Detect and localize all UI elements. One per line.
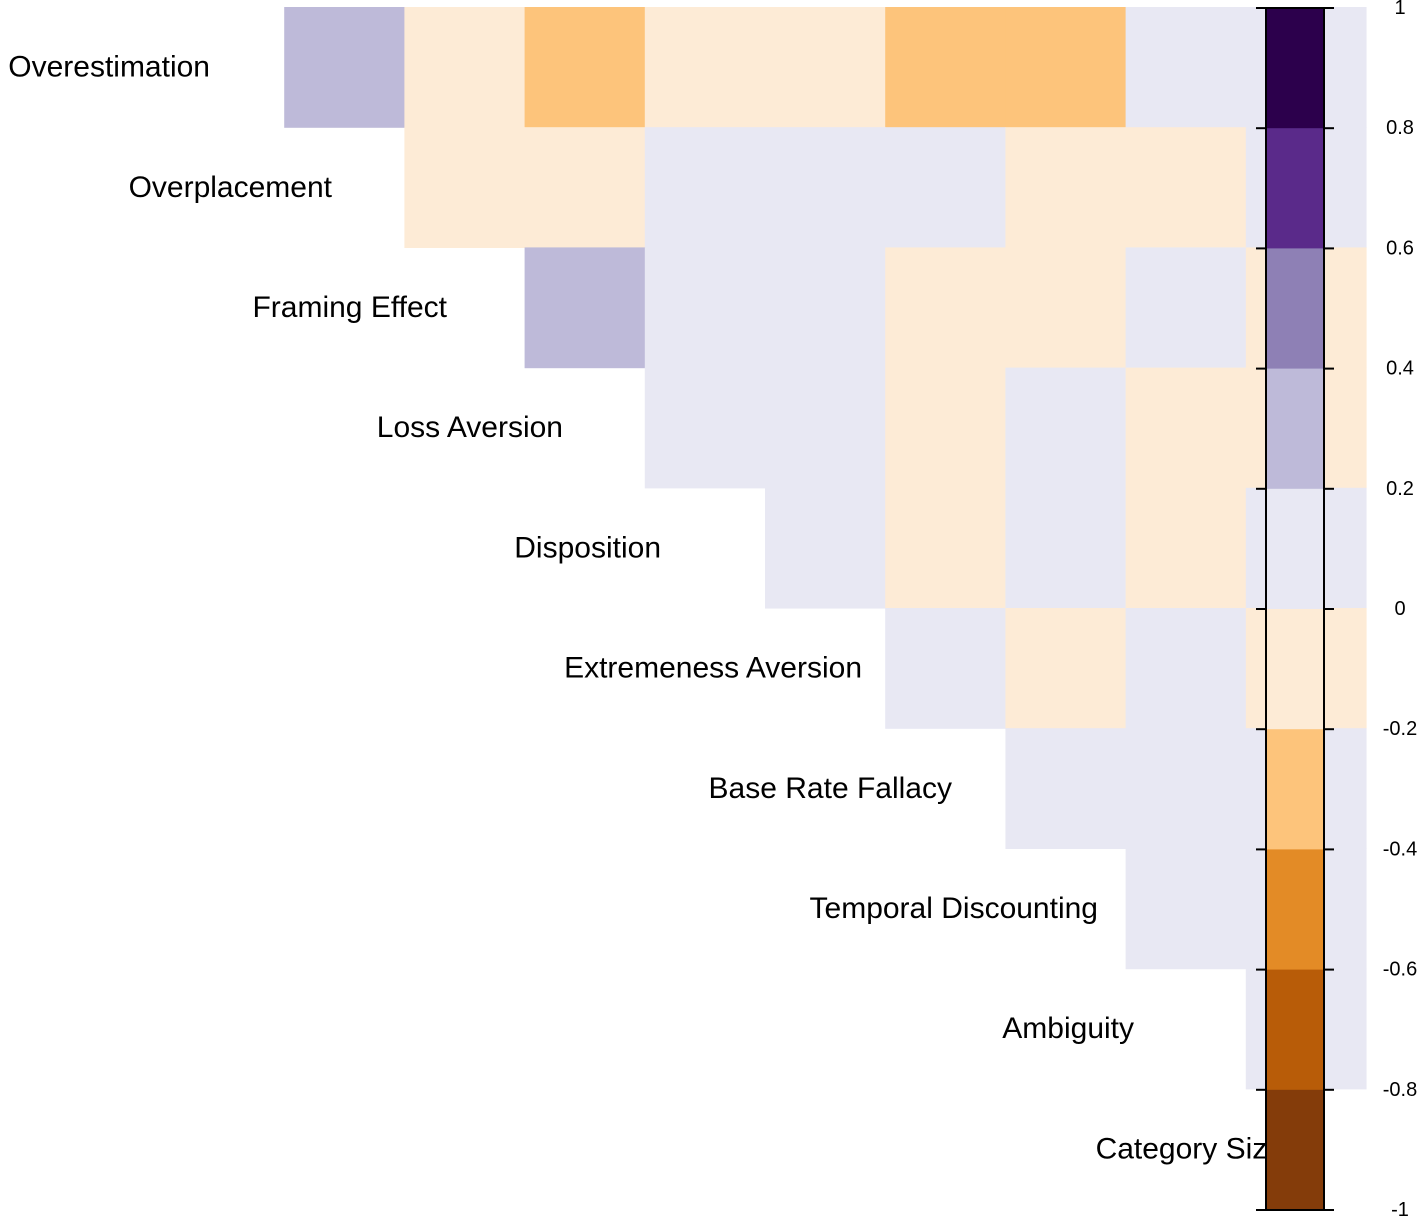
variable-label-overplacement: Overplacement — [129, 171, 333, 204]
heatmap-cell-overestimation-framing-effect — [404, 7, 526, 128]
legend-swatch-6 — [1266, 609, 1324, 730]
legend-swatch-7 — [1266, 729, 1324, 850]
heatmap-cell-framing-effect-disposition — [644, 247, 766, 369]
legend-swatch-3 — [1266, 248, 1324, 370]
heatmap-cell-disposition-temporal-discounting — [1005, 487, 1127, 609]
variable-label-base-rate-fallacy: Base Rate Fallacy — [709, 772, 952, 805]
heatmap-cell-loss-aversion-extremeness-aversion — [765, 367, 886, 489]
heatmap-cell-overestimation-base-rate-fallacy — [885, 7, 1006, 128]
heatmap-cell-overestimation-overplacement — [284, 7, 405, 128]
legend-swatch-1 — [1266, 8, 1324, 129]
heatmap-cell-disposition-ambiguity — [1125, 487, 1247, 609]
heatmap-cell-overestimation-temporal-discounting — [1005, 7, 1127, 128]
heatmap-cell-framing-effect-loss-aversion — [524, 247, 646, 369]
heatmap-cell-loss-aversion-temporal-discounting — [1005, 367, 1127, 489]
heatmap-cell-disposition-base-rate-fallacy — [885, 487, 1006, 609]
heatmap-cell-temporal-discounting-ambiguity — [1125, 848, 1247, 970]
heatmap-cell-overplacement-temporal-discounting — [1005, 127, 1127, 248]
heatmap-cell-loss-aversion-disposition — [644, 367, 766, 489]
legend-tick-label-3: 0.6 — [1386, 237, 1414, 259]
legend-swatch-8 — [1266, 849, 1324, 971]
heatmap-cell-overestimation-disposition — [644, 7, 766, 128]
heatmap-cell-overestimation-extremeness-aversion — [765, 7, 886, 128]
legend-swatch-4 — [1266, 368, 1324, 490]
heatmap-cell-loss-aversion-base-rate-fallacy — [885, 367, 1006, 489]
heatmap-cell-overplacement-base-rate-fallacy — [885, 127, 1006, 248]
heatmap-cell-overplacement-framing-effect — [404, 127, 526, 248]
legend-tick-label-1: 1 — [1394, 0, 1405, 19]
variable-label-temporal-discounting: Temporal Discounting — [810, 892, 1098, 925]
variable-label-extremeness-aversion: Extremeness Aversion — [564, 652, 862, 685]
legend-tick-label-10: -0.8 — [1383, 1079, 1417, 1101]
heatmap-cell-overplacement-loss-aversion — [524, 127, 646, 248]
legend-ticks: 1 0.8 0.6 0.4 0.2 0 -0.2 -0.4 -0.6 -0.8 -1 — [1256, 0, 1417, 1218]
legend-tick-label-7: -0.2 — [1383, 718, 1417, 740]
heatmap-cell-loss-aversion-ambiguity — [1125, 367, 1247, 489]
heatmap-cell-disposition-extremeness-aversion — [765, 487, 886, 609]
legend-tick-label-6: 0 — [1394, 598, 1405, 620]
legend-tick-label-11: -1 — [1391, 1199, 1409, 1218]
legend-tick-label-4: 0.4 — [1386, 358, 1414, 380]
variable-label-ambiguity: Ambiguity — [1002, 1012, 1134, 1045]
legend-tick-label-8: -0.4 — [1383, 838, 1417, 860]
heatmap-cell-framing-effect-temporal-discounting — [1005, 247, 1127, 369]
variable-label-overestimation: Overestimation — [8, 51, 210, 84]
variable-label-disposition: Disposition — [514, 531, 661, 564]
heatmap-cell-overplacement-ambiguity — [1125, 127, 1247, 248]
legend-swatch-2 — [1266, 128, 1324, 249]
heatmap-cell-extremeness-aversion-temporal-discounting — [1005, 608, 1127, 729]
heatmap-cell-framing-effect-ambiguity — [1125, 247, 1247, 369]
legend-tick-label-9: -0.6 — [1383, 959, 1417, 981]
heatmap-cell-framing-effect-extremeness-aversion — [765, 247, 886, 369]
color-legend: 1 0.8 0.6 0.4 0.2 0 -0.2 -0.4 -0.6 -0.8 -1 — [1256, 0, 1417, 1218]
heatmap-cell-extremeness-aversion-ambiguity — [1125, 608, 1247, 729]
variable-label-framing-effect: Framing Effect — [252, 291, 447, 324]
legend-swatch-5 — [1266, 488, 1324, 610]
heatmap-cell-overestimation-ambiguity — [1125, 7, 1247, 128]
heatmap-cell-base-rate-fallacy-ambiguity — [1125, 728, 1247, 849]
heatmap-cell-base-rate-fallacy-temporal-discounting — [1005, 728, 1127, 849]
legend-swatches — [1266, 8, 1324, 1211]
legend-tick-label-2: 0.8 — [1386, 117, 1414, 139]
variable-label-loss-aversion: Loss Aversion — [377, 411, 563, 444]
legend-swatch-10 — [1266, 1089, 1324, 1211]
heatmap-cell-overplacement-extremeness-aversion — [765, 127, 886, 248]
legend-tick-label-5: 0.2 — [1386, 478, 1414, 500]
heatmap-cell-framing-effect-base-rate-fallacy — [885, 247, 1006, 369]
heatmap-cell-overplacement-disposition — [644, 127, 766, 248]
variable-labels: Overestimation Overplacement Framing Effec… — [8, 51, 1284, 1166]
heatmap-cell-overestimation-loss-aversion — [524, 7, 646, 128]
legend-swatch-9 — [1266, 969, 1324, 1091]
heatmap-cell-extremeness-aversion-base-rate-fallacy — [885, 608, 1006, 729]
variable-label-category-size: Category Size — [1096, 1132, 1284, 1165]
heatmap-cells — [284, 7, 1367, 1090]
